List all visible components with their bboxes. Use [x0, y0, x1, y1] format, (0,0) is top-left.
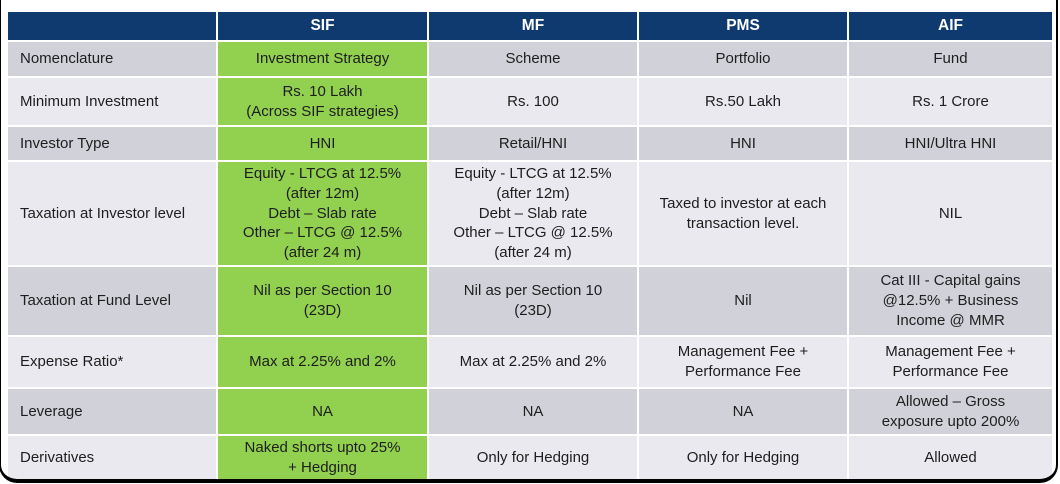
row-label: Minimum Investment [8, 78, 216, 125]
sif-cell: Rs. 10 Lakh (Across SIF strategies) [218, 78, 427, 125]
table-row-expense-ratio: Expense Ratio* Max at 2.25% and 2% Max a… [8, 337, 1052, 387]
row-label: Taxation at Investor level [8, 162, 216, 265]
pms-cell: Rs.50 Lakh [639, 78, 847, 125]
pms-cell: Nil [639, 267, 847, 335]
sif-cell: Naked shorts upto 25% + Hedging [218, 436, 427, 480]
mf-cell: Nil as per Section 10 (23D) [429, 267, 637, 335]
sif-cell: NA [218, 389, 427, 434]
pms-cell: Management Fee + Performance Fee [639, 337, 847, 387]
pms-cell: Taxed to investor at each transaction le… [639, 162, 847, 265]
table-row-derivatives: Derivatives Naked shorts upto 25% + Hedg… [8, 436, 1052, 480]
header-pms: PMS [639, 12, 847, 40]
sif-cell: Nil as per Section 10 (23D) [218, 267, 427, 335]
table-row-nomenclature: Nomenclature Investment Strategy Scheme … [8, 42, 1052, 76]
table-row-investor-type: Investor Type HNI Retail/HNI HNI HNI/Ult… [8, 127, 1052, 160]
pms-cell: HNI [639, 127, 847, 160]
row-label: Taxation at Fund Level [8, 267, 216, 335]
row-label: Leverage [8, 389, 216, 434]
table-row-taxation-fund-level: Taxation at Fund Level Nil as per Sectio… [8, 267, 1052, 335]
table-row-minimum-investment: Minimum Investment Rs. 10 Lakh (Across S… [8, 78, 1052, 125]
aif-cell: Fund [849, 42, 1052, 76]
mf-cell: Only for Hedging [429, 436, 637, 480]
aif-cell: Allowed [849, 436, 1052, 480]
mf-cell: Scheme [429, 42, 637, 76]
sif-cell: Investment Strategy [218, 42, 427, 76]
mf-cell: NA [429, 389, 637, 434]
mf-cell: Max at 2.25% and 2% [429, 337, 637, 387]
aif-cell: Cat III - Capital gains @12.5% + Busines… [849, 267, 1052, 335]
aif-cell: Management Fee + Performance Fee [849, 337, 1052, 387]
header-aif: AIF [849, 12, 1052, 40]
row-label: Investor Type [8, 127, 216, 160]
pms-cell: Only for Hedging [639, 436, 847, 480]
row-label: Derivatives [8, 436, 216, 480]
sif-comparison-table: SIF MF PMS AIF Nomenclature Investment S… [6, 10, 1054, 482]
header-blank-cell [8, 12, 216, 40]
table-row-taxation-investor-level: Taxation at Investor level Equity - LTCG… [8, 162, 1052, 265]
header-mf: MF [429, 12, 637, 40]
sif-cell: Equity - LTCG at 12.5% (after 12m) Debt … [218, 162, 427, 265]
aif-cell: HNI/Ultra HNI [849, 127, 1052, 160]
aif-cell: Rs. 1 Crore [849, 78, 1052, 125]
sif-cell: Max at 2.25% and 2% [218, 337, 427, 387]
table-row-leverage: Leverage NA NA NA Allowed – Gross exposu… [8, 389, 1052, 434]
pms-cell: Portfolio [639, 42, 847, 76]
aif-cell: NIL [849, 162, 1052, 265]
mf-cell: Rs. 100 [429, 78, 637, 125]
row-label: Expense Ratio* [8, 337, 216, 387]
pms-cell: NA [639, 389, 847, 434]
row-label: Nomenclature [8, 42, 216, 76]
header-sif: SIF [218, 12, 427, 40]
mf-cell: Retail/HNI [429, 127, 637, 160]
header-row: SIF MF PMS AIF [8, 12, 1052, 40]
mf-cell: Equity - LTCG at 12.5% (after 12m) Debt … [429, 162, 637, 265]
aif-cell: Allowed – Gross exposure upto 200% [849, 389, 1052, 434]
sif-cell: HNI [218, 127, 427, 160]
